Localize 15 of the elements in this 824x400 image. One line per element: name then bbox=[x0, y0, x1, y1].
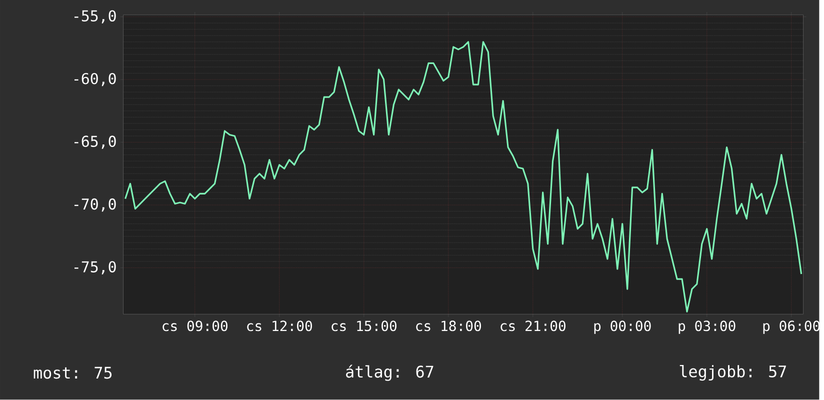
text: átlag: 67 bbox=[346, 364, 434, 382]
y-tick-label: -55,0 bbox=[74, 10, 116, 24]
y-tick-label: -65,0 bbox=[74, 136, 116, 150]
x-tick-label: p 00:00 bbox=[594, 320, 651, 334]
y-tick-label: -60,0 bbox=[74, 73, 116, 86]
x-tick-label: cs 09:00 bbox=[162, 320, 228, 332]
text: legjobb: 57 bbox=[680, 365, 786, 381]
y-tick-label: -75,0 bbox=[74, 261, 116, 274]
x-tick-label: cs 21:00 bbox=[500, 320, 566, 332]
x-tick-label: p 03:00 bbox=[678, 320, 736, 334]
text: most: 75 bbox=[34, 367, 112, 379]
x-tick-label: cs 15:00 bbox=[332, 320, 396, 332]
y-tick-label: -70,0 bbox=[74, 198, 116, 212]
x-tick-label: cs 12:00 bbox=[247, 320, 312, 332]
x-tick-label: cs 18:00 bbox=[416, 320, 481, 332]
